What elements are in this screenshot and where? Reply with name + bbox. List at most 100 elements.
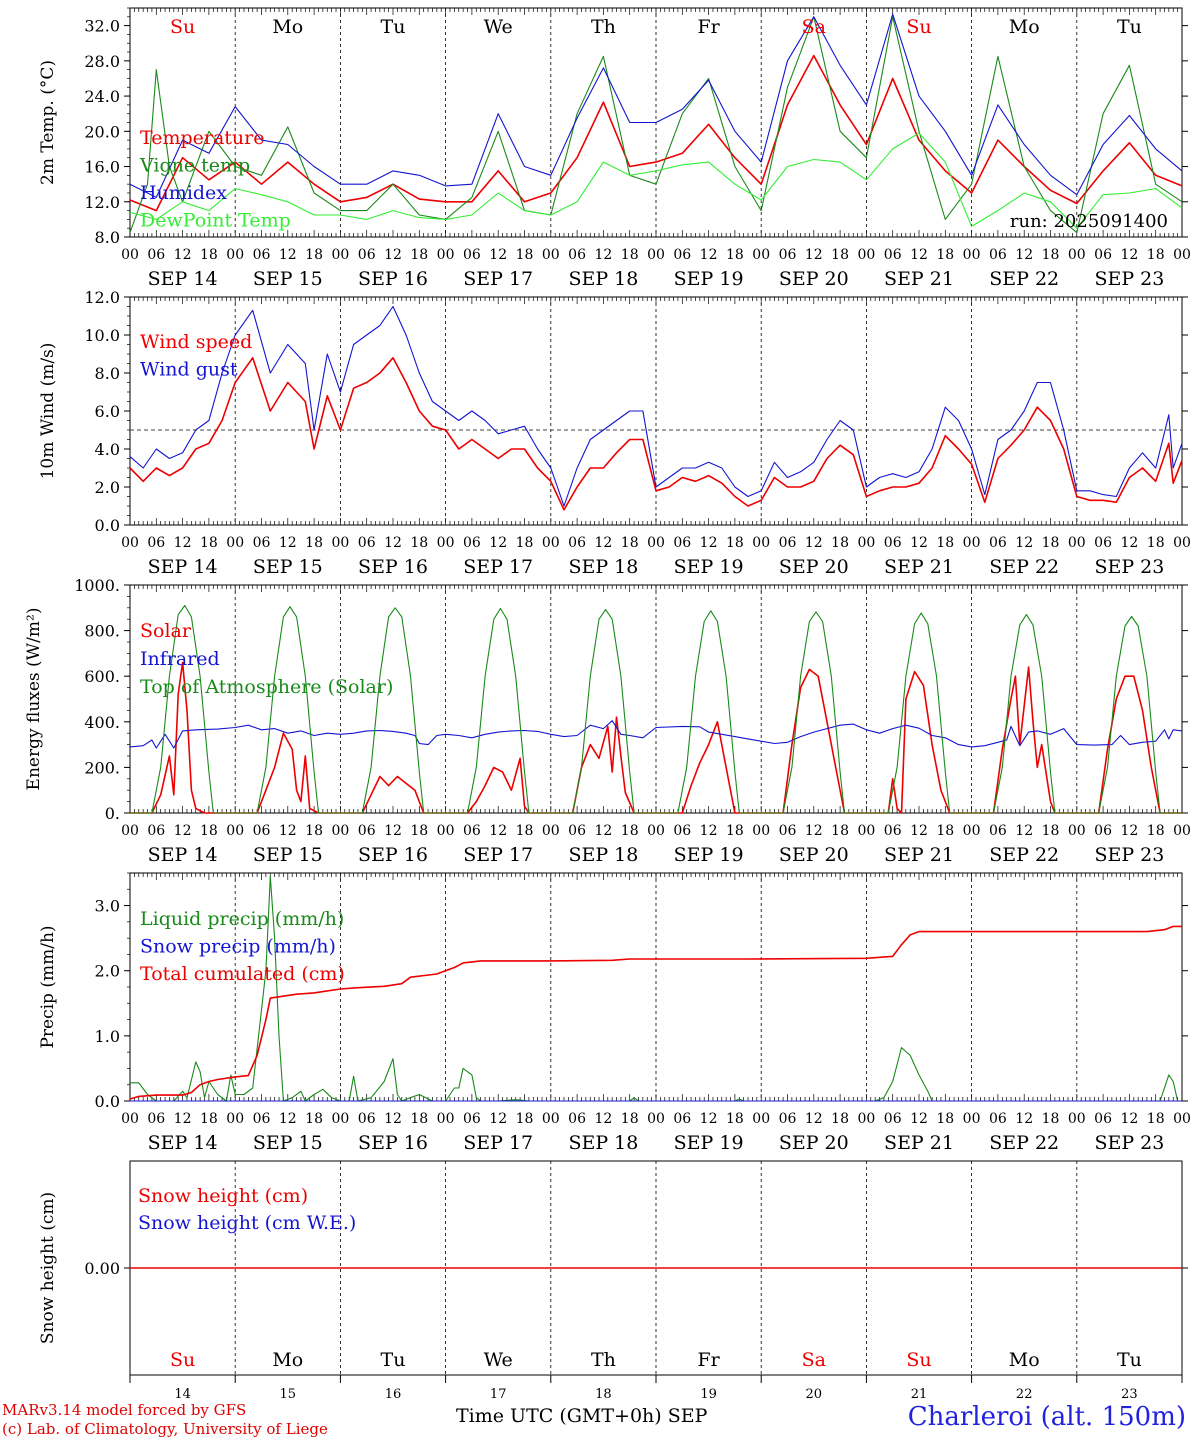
date-label: SEP 18 [568,556,638,578]
hour-label: 00 [647,247,665,263]
y-axis-label: 10m Wind (m/s) [38,343,58,480]
hour-label: 12 [174,247,192,263]
hour-label: 18 [1147,1111,1165,1127]
hour-label: 00 [857,1111,875,1127]
hour-label: 12 [1120,535,1138,551]
hour-label: 00 [647,823,665,839]
hour-label: 18 [621,823,639,839]
hour-label: 06 [253,247,271,263]
legend-entry: Temperature [140,127,264,149]
hour-label: 00 [542,247,560,263]
date-label: SEP 14 [148,844,218,866]
hour-label: 06 [358,823,376,839]
hour-label: 00 [226,535,244,551]
day-letter-top: Sa [802,16,826,38]
hour-label: 00 [121,823,139,839]
y-tick-label: 800. [84,622,120,641]
date-label: SEP 23 [1094,844,1164,866]
hour-label: 00 [1068,1111,1086,1127]
day-letter-bottom: Mo [272,1349,303,1371]
day-number: 20 [806,1387,823,1402]
hour-label: 18 [831,247,849,263]
date-label: SEP 18 [568,268,638,290]
hour-label: 18 [936,1111,954,1127]
day-letter-bottom: We [484,1349,513,1371]
series-line-solar [130,661,1182,814]
legend-entry: Wind speed [140,331,252,353]
date-label: SEP 23 [1094,556,1164,578]
hour-label: 18 [936,535,954,551]
date-label: SEP 20 [779,1132,849,1154]
series-line-infrared [129,720,1183,749]
x-axis-month: SEP [667,1405,708,1427]
hour-label: 06 [989,823,1007,839]
hour-label: 06 [358,247,376,263]
hour-label: 18 [726,535,744,551]
credit-lab: (c) Lab. of Climatology, University of L… [2,1420,328,1438]
hour-label: 00 [752,247,770,263]
hour-label: 18 [1042,823,1060,839]
hour-label: 06 [463,535,481,551]
day-letter-bottom: Sa [802,1349,826,1371]
hour-label: 06 [253,535,271,551]
y-axis-label: 2m Temp. (°C) [38,60,58,185]
date-label: SEP 17 [463,268,533,290]
hour-label: 00 [226,247,244,263]
series-line-humidex [129,13,1183,198]
hour-label: 00 [963,1111,981,1127]
y-tick-label: 2.0 [95,962,120,981]
hour-label: 12 [384,535,402,551]
hour-label: 00 [752,823,770,839]
day-number: 18 [595,1387,612,1402]
hour-label: 12 [700,823,718,839]
hour-label: 00 [647,535,665,551]
legend-entry: Wind gust [140,359,238,381]
hour-label: 12 [489,247,507,263]
hour-label: 06 [1094,823,1112,839]
y-axis-label: Snow height (cm) [38,1192,58,1344]
day-letter-top: Tu [1117,16,1142,38]
date-label: SEP 20 [779,268,849,290]
hour-label: 06 [463,1111,481,1127]
hour-label: 12 [174,1111,192,1127]
hour-label: 12 [910,1111,928,1127]
date-label: SEP 16 [358,268,428,290]
date-label: SEP 16 [358,844,428,866]
series-line-wind-speed [129,357,1183,511]
hour-label: 18 [516,535,534,551]
y-axis-label: Energy fluxes (W/m²) [24,608,44,791]
day-letter-top: We [484,16,513,38]
y-tick-label: 12.0 [84,288,120,307]
legend-entry: Liquid precip (mm/h) [140,908,344,930]
legend-entry: Snow precip (mm/h) [140,936,336,958]
day-letter-bottom: Th [591,1349,616,1371]
hour-label: 00 [857,535,875,551]
hour-label: 12 [805,1111,823,1127]
day-letter-top: Mo [1009,16,1040,38]
legend-entry: Snow height (cm) [138,1185,308,1207]
hour-label: 06 [884,247,902,263]
y-axis-label: Precip (mm/h) [38,925,58,1048]
hour-label: 06 [673,535,691,551]
hour-label: 00 [1173,1111,1191,1127]
hour-label: 12 [805,535,823,551]
day-number: 17 [490,1387,507,1402]
hour-label: 12 [1015,247,1033,263]
legend-entry: Humidex [140,182,227,204]
hour-label: 00 [963,535,981,551]
hour-label: 06 [884,1111,902,1127]
hour-label: 00 [121,247,139,263]
hour-label: 00 [963,823,981,839]
hour-label: 18 [936,247,954,263]
date-label: SEP 21 [884,556,954,578]
hour-label: 18 [200,823,218,839]
date-label: SEP 19 [674,556,744,578]
hour-label: 18 [200,535,218,551]
date-label: SEP 19 [674,1132,744,1154]
date-label: SEP 20 [779,556,849,578]
hour-label: 18 [726,247,744,263]
hour-label: 06 [989,1111,1007,1127]
x-axis-title-text: Time UTC (GMT+0h) [456,1405,662,1427]
day-letter-top: Su [906,16,931,38]
